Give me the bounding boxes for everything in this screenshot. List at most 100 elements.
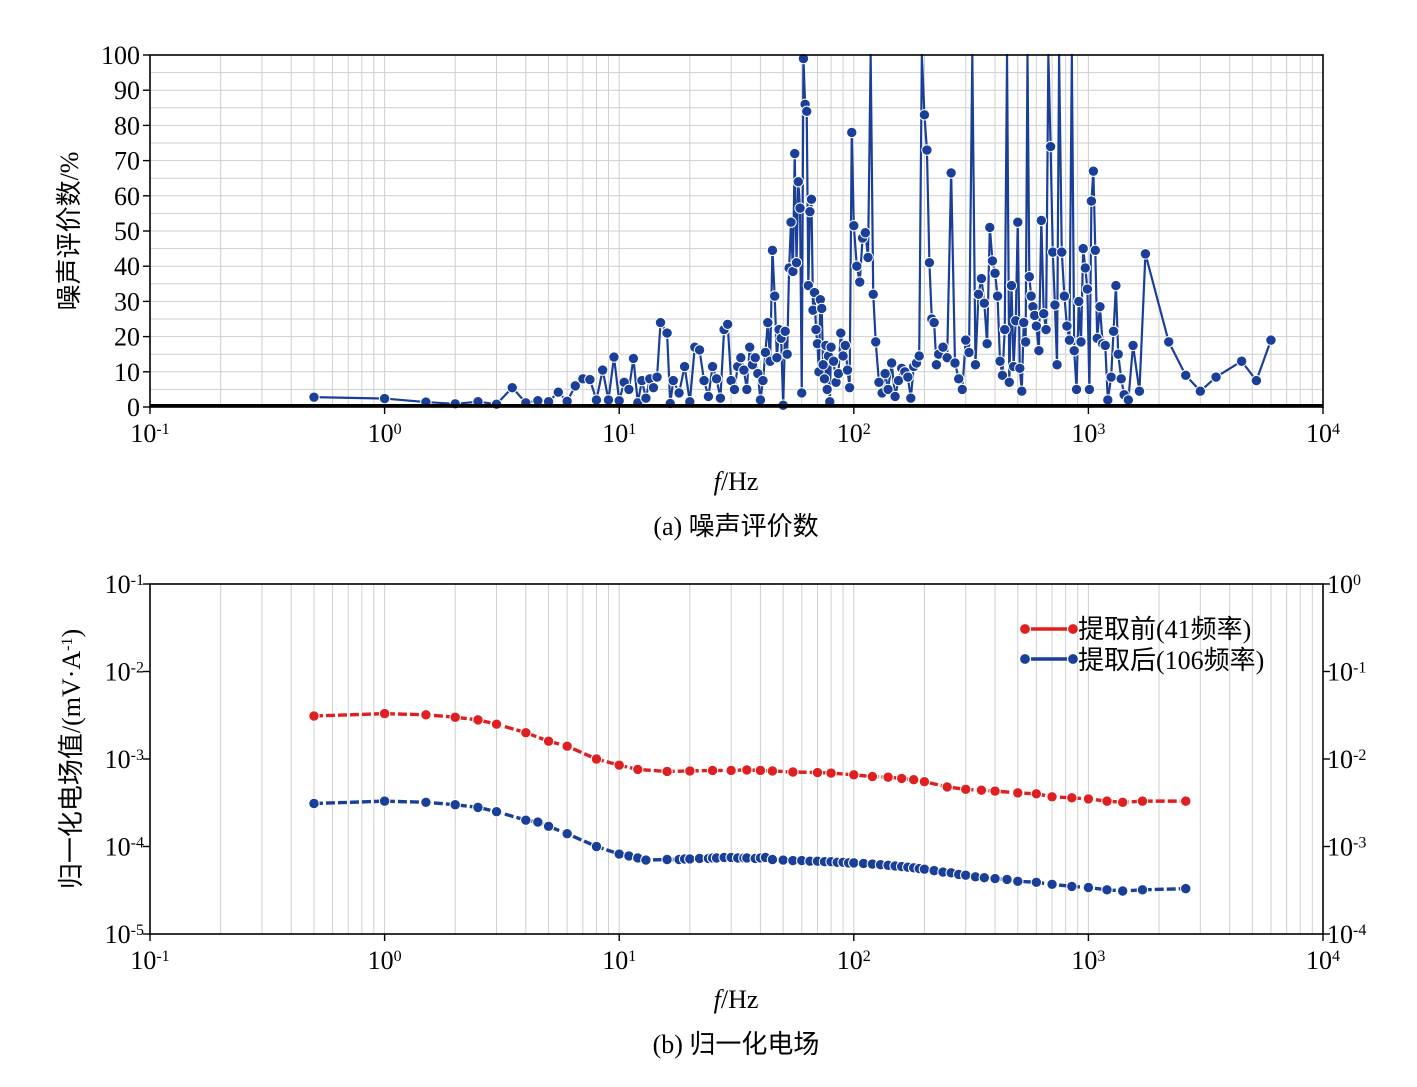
panel-a-data-point [949,357,961,369]
panel-a-grid [149,54,1323,408]
panel-a-data-point [1051,359,1063,371]
panel-b-data-point-1 [1030,788,1043,800]
panel-a-data-point [1127,339,1139,352]
panel-a-data-point [1250,374,1263,387]
panel-b-data-point-2 [1001,873,1013,886]
panel-b-data-point-2 [490,805,503,818]
panel-a-data-point [975,272,988,285]
panel-b-data-point-1 [975,784,988,796]
panel-a-data-point [741,383,753,396]
panel-b-xtick-label: 102 [837,946,871,975]
panel-a-data-point [623,383,635,396]
panel-a-data-point [762,316,774,329]
panel-a-data-point [802,279,815,292]
panel-a-data-point [879,367,891,380]
panel-b-xtick-label: 101 [602,946,636,975]
panel-a-data-point [978,297,991,309]
panel-b-data-point-2 [420,796,432,808]
panel-a-data-point [759,346,772,359]
panel-a-data-point [818,373,831,385]
panel-b-xtick-label: 10-1 [130,946,169,975]
panel-a-ytick-label: 0 [127,393,140,422]
panel-a-data-point [1049,299,1061,311]
panel-a-data-point [1087,165,1100,177]
panel-a-data-point [506,381,518,394]
panel-a-xlabel-unit: /Hz [721,467,759,496]
panel-b-data-point-1 [590,753,603,765]
panel-a-data-point [885,357,898,369]
panel-a-data-point [714,392,727,404]
panel-b-legend: 提取前(41频率) 提取后(106频率) [1018,615,1264,675]
panel-b-y2tick-label: 10-3 [1327,833,1366,862]
panel-a-data-point [801,105,813,118]
panel-a-data-point [1122,394,1135,406]
panel-a-data-point [1018,316,1030,329]
panel-a-ytick-label: 60 [114,182,140,211]
panel-b-data-point-1 [542,735,555,747]
panel-a-data-point [984,221,996,234]
panel-a-data-point [923,256,936,269]
panel-a-data-point [986,255,999,267]
panel-a-data-point [1012,216,1024,228]
panel-b-data-point-2 [1082,881,1095,894]
panel-a-data-point [945,167,957,179]
panel-b-data-point-1 [1180,795,1192,807]
panel-b-data-point-2 [661,853,673,866]
panel-a-data-point [804,205,816,218]
panel-b-data-point-2 [449,799,461,811]
panel-a-data-point [937,341,949,353]
panel-a-data-point [1099,339,1111,352]
panel-b-data-point-1 [741,764,753,776]
panel-b-data-point-1 [882,771,894,783]
panel-b-series-line-1 [313,711,1186,804]
panel-b-data-point-1 [811,766,824,779]
panel-b-data-point-1 [825,767,837,779]
panel-b-data-point-2 [989,872,1001,885]
panel-a-data-point [835,327,847,339]
panel-a-data-point [816,302,828,315]
panel-b-y2tick-label: 10-4 [1327,920,1366,949]
legend-label-before: 提取前(41频率) [1078,615,1251,644]
panel-a-ytick-label: 10 [114,358,140,387]
panel-b-data-point-2 [918,863,931,875]
panel-a-data-point [1194,385,1207,397]
panel-a-series [150,52,1323,411]
panel-a-data-point [771,352,783,364]
panel-a-ylabel: 噪声评价数/% [55,152,84,311]
panel-a-data-point [1019,336,1032,348]
panel-a-data-point [873,376,885,389]
panel-a-data-point [862,251,874,264]
legend-label-after: 提取后(106频率) [1078,646,1264,675]
panel-b-data-point-1 [895,772,908,785]
panel-b-data-point-1 [848,769,860,781]
panel-b-data-point-1 [1012,787,1024,799]
panel-a-data-point [963,346,975,359]
panel-b-data-point-1 [907,774,920,786]
panel-a-ytick-label: 40 [114,252,140,281]
panel-b-data-point-1 [378,707,391,720]
panel-b-data-point-1 [449,711,461,723]
panel-b-data-point-2 [613,848,625,860]
panel-b-ylabel-main: 归一化电场值/(mV·A [57,651,86,890]
panel-a-data-point [698,374,710,387]
panel-a-data-point [796,387,808,399]
panel-a-data-point [1077,242,1089,255]
panel-b-data-point-2 [848,857,860,869]
panel-b-data-point-1 [1136,795,1149,807]
panel-b-data-point-1 [472,714,484,726]
panel-a-data-point [848,220,860,232]
panel-a-data-point [749,352,761,364]
panel-b-data-point-1 [613,759,625,771]
panel-b-caption: (b) 归一化电场 [653,1030,820,1059]
panel-a-xlabel-symbol: f [714,467,725,496]
panel-a-data-point [1102,394,1114,406]
panel-a-data-point [602,394,615,406]
panel-a-data-point [841,364,854,376]
panel-a-data-point [905,392,917,404]
panel-a-data-point [1265,334,1277,346]
panel-a-data-point [779,325,791,338]
panel-b-xtick-label: 100 [368,946,402,975]
panel-a-data-point [956,383,968,396]
panel-b-data-point-2 [1180,882,1192,895]
panel-a-data-point [1081,283,1094,295]
